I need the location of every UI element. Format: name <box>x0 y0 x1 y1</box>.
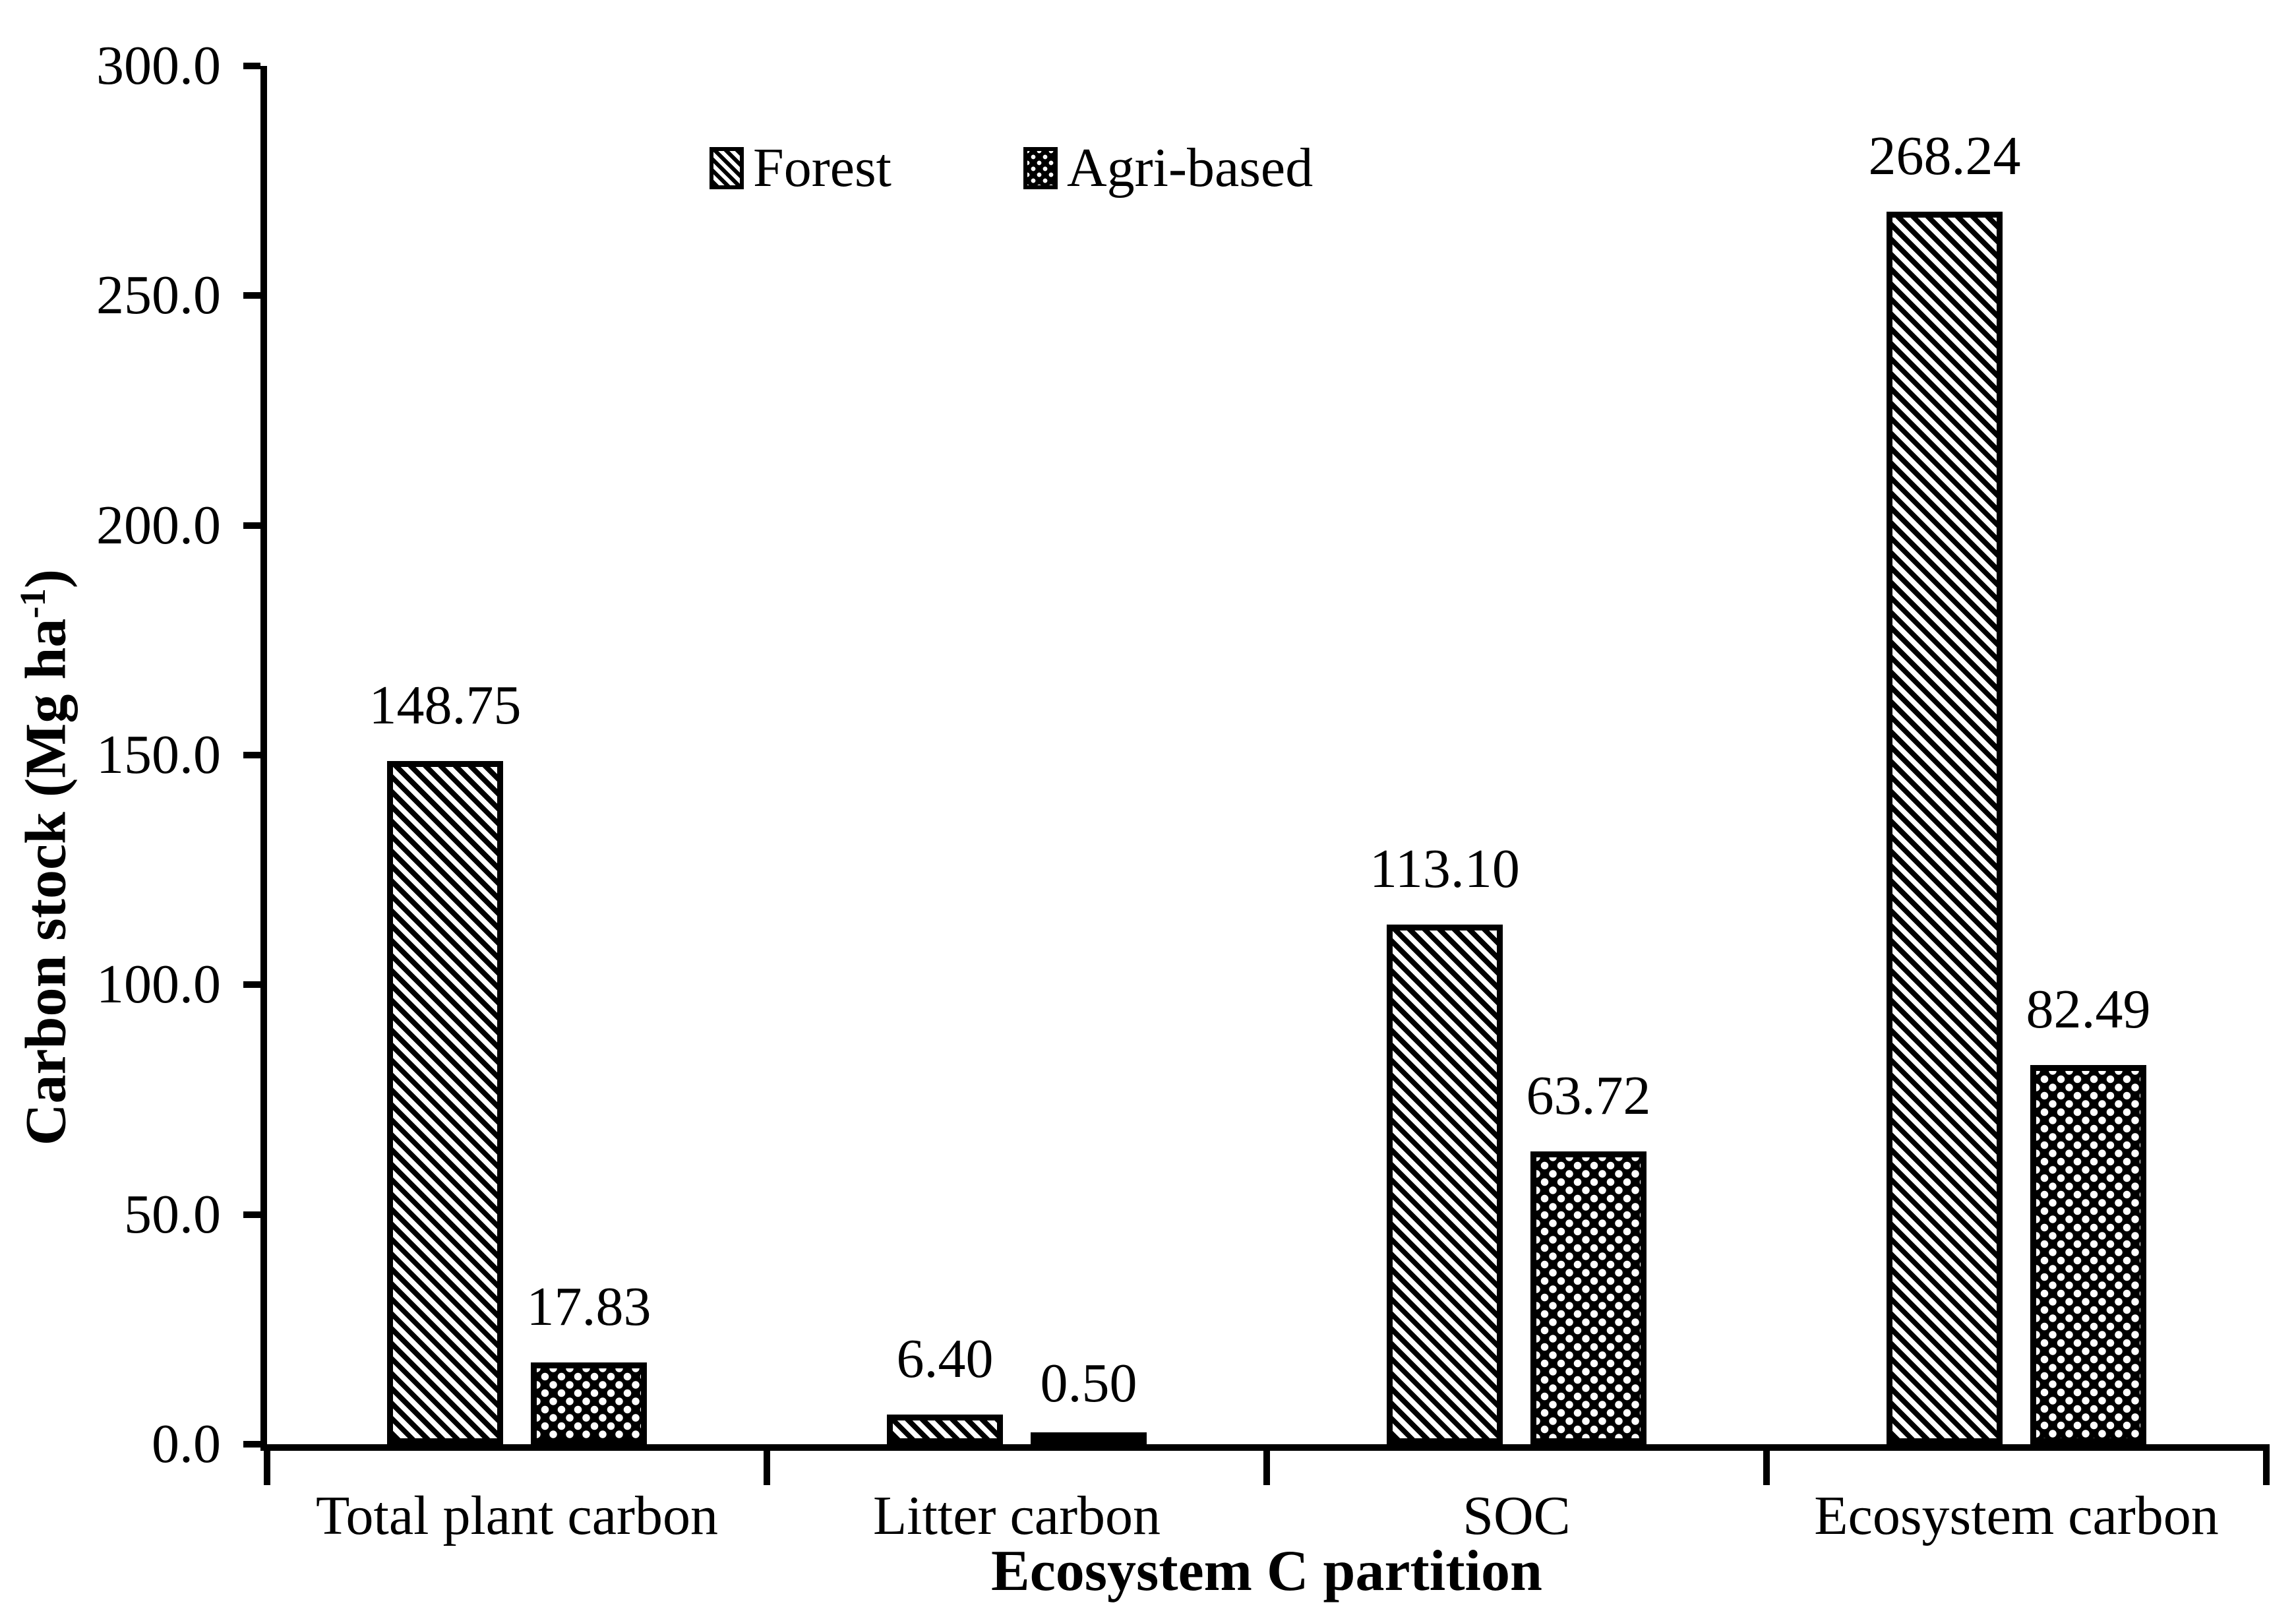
y-axis-tick-label: 50.0 <box>124 1183 221 1245</box>
y-axis-tick <box>243 1211 260 1218</box>
y-axis-title: Carbon stock (Mg ha-1) <box>13 569 80 1145</box>
y-axis-tick <box>243 752 260 758</box>
bar-forest <box>387 760 503 1444</box>
y-axis-tick <box>243 63 260 69</box>
y-axis-title-text: Carbon stock (Mg ha <box>14 618 78 1146</box>
bar-forest <box>1387 925 1503 1444</box>
y-axis-tick-label: 0.0 <box>152 1413 221 1475</box>
y-axis-title-close: ) <box>14 568 78 589</box>
bar-agri-based <box>1530 1151 1646 1444</box>
legend-item-agri-based: Agri-based <box>1023 136 1313 200</box>
bar-value-label: 17.83 <box>526 1275 651 1337</box>
bar-value-label: 63.72 <box>1526 1065 1651 1127</box>
y-axis-tick <box>243 1441 260 1448</box>
x-axis-title: Ecosystem C partition <box>991 1539 1542 1603</box>
y-axis-tick-label: 300.0 <box>96 35 221 96</box>
bar-value-label: 268.24 <box>1868 125 2021 187</box>
x-axis-tick <box>1763 1444 1770 1485</box>
y-axis-tick-label: 150.0 <box>96 724 221 785</box>
plot-area: 0.0 50.0 100.0 150.0 200.0 250.0 300.0 Total pl… <box>96 35 2270 1546</box>
bar-value-label: 0.50 <box>1040 1353 1137 1414</box>
y-axis-tick <box>243 981 260 989</box>
category-label: Total plant carbon <box>316 1485 718 1546</box>
category-label: Ecosystem carbon <box>1814 1485 2219 1546</box>
bar-value-label: 148.75 <box>369 674 522 736</box>
bar-forest <box>887 1415 1003 1444</box>
x-axis-tick <box>2263 1444 2270 1485</box>
bar-value-label: 6.40 <box>896 1328 994 1390</box>
legend-label-forest: Forest <box>753 137 891 198</box>
x-axis-tick <box>764 1444 770 1485</box>
y-axis-tick-label: 200.0 <box>96 494 221 556</box>
category-label: Litter carbon <box>872 1485 1161 1546</box>
legend: Forest Agri-based <box>710 136 1313 200</box>
legend-item-forest: Forest <box>710 136 891 200</box>
y-axis-tick <box>243 292 260 299</box>
legend-swatch-forest-icon <box>710 146 744 189</box>
y-axis-tick <box>243 522 260 529</box>
bar-agri-based <box>2030 1065 2146 1444</box>
bar-agri-based <box>531 1362 647 1444</box>
y-axis-tick-label: 250.0 <box>96 264 221 326</box>
y-axis-title-superscript: -1 <box>13 588 53 619</box>
category-label: SOC <box>1463 1485 1571 1546</box>
bar-value-label: 82.49 <box>2026 979 2151 1041</box>
x-axis-tick <box>264 1444 270 1485</box>
bar-forest <box>1887 212 2003 1444</box>
legend-label-agri-based: Agri-based <box>1067 137 1314 198</box>
legend-swatch-agri-based-icon <box>1023 146 1058 189</box>
bar-value-label: 113.10 <box>1370 838 1520 900</box>
y-axis-tick-label: 100.0 <box>96 954 221 1016</box>
x-axis-tick <box>1263 1444 1270 1485</box>
bar-agri-based <box>1031 1432 1147 1444</box>
